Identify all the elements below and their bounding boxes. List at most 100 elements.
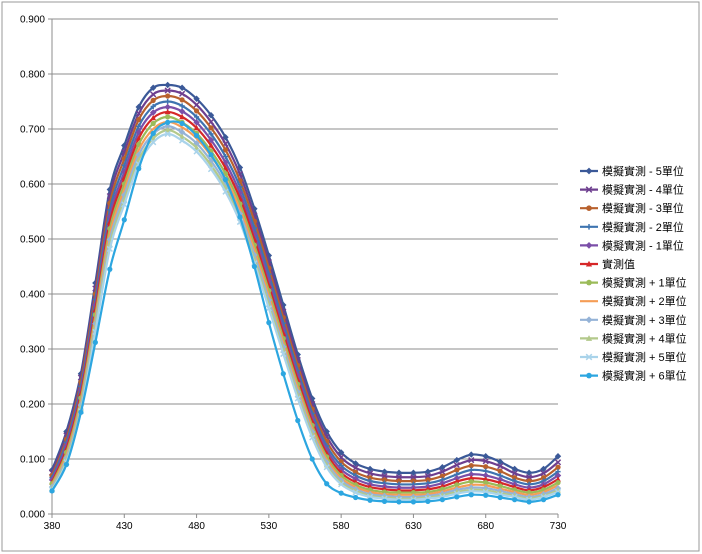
data-point	[193, 108, 200, 114]
marker-stroke	[164, 87, 171, 94]
marker-stroke	[540, 470, 547, 477]
data-point	[424, 468, 432, 475]
marker-stroke	[352, 489, 359, 496]
data-point	[193, 95, 200, 102]
data-point	[121, 217, 127, 223]
data-point	[150, 91, 157, 98]
data-point	[193, 148, 200, 155]
data-point	[193, 119, 200, 126]
data-point	[193, 144, 200, 150]
data-point	[439, 464, 446, 471]
data-point	[526, 478, 532, 484]
data-point	[425, 498, 431, 504]
data-point	[410, 469, 417, 476]
legend-item: 模擬實測 - 5單位	[580, 164, 684, 178]
data-point	[511, 465, 518, 473]
legend-item: 模擬實測 - 4單位	[580, 183, 684, 197]
data-point	[164, 127, 171, 133]
marker-stroke	[121, 201, 128, 208]
data-point	[237, 214, 243, 220]
legend-label: 模擬實測 - 4單位	[602, 183, 684, 197]
data-point	[150, 120, 156, 127]
data-point	[353, 469, 359, 475]
legend-item: 模擬實測 + 5單位	[580, 350, 687, 364]
data-point	[367, 497, 373, 503]
data-point	[164, 108, 171, 115]
data-point	[265, 305, 272, 312]
data-point	[222, 134, 229, 141]
data-point	[150, 114, 157, 121]
data-point	[554, 459, 562, 466]
y-tick-label: 0.300	[20, 345, 45, 356]
data-point	[207, 166, 215, 173]
data-point	[193, 124, 200, 131]
data-point	[540, 470, 547, 477]
data-point	[208, 125, 214, 131]
data-point	[92, 339, 98, 345]
data-point	[439, 473, 445, 479]
marker-stroke	[280, 350, 287, 358]
data-point	[555, 476, 561, 482]
legend-item: 模擬實測 + 1單位	[580, 276, 687, 290]
data-point	[106, 186, 114, 193]
marker-stroke	[585, 186, 593, 193]
legend-marker	[585, 353, 593, 361]
data-point	[540, 465, 547, 473]
data-point	[178, 90, 186, 97]
legend-item: 模擬實測 + 2單位	[580, 294, 687, 308]
series-3	[49, 93, 561, 484]
data-point	[164, 87, 171, 94]
data-point	[468, 471, 475, 478]
legend-item: 模擬實測 - 3單位	[580, 201, 684, 215]
data-point	[482, 458, 489, 465]
marker-stroke	[207, 118, 215, 125]
marker-stroke	[497, 463, 504, 470]
data-point	[512, 497, 518, 503]
y-tick-label: 0.900	[20, 15, 45, 26]
legend-label: 模擬實測 + 6單位	[602, 369, 687, 383]
data-point	[49, 488, 55, 494]
marker-stroke	[381, 472, 388, 480]
data-point	[381, 468, 388, 475]
legend-label: 模擬實測 - 3單位	[602, 201, 684, 215]
data-point	[555, 464, 561, 470]
data-point	[178, 137, 186, 144]
data-point	[453, 475, 460, 482]
data-point	[179, 97, 185, 103]
data-point	[165, 114, 171, 120]
data-point	[468, 492, 474, 498]
data-point	[208, 152, 214, 158]
data-point	[178, 129, 186, 136]
data-point	[338, 490, 344, 496]
data-point	[251, 263, 257, 270]
data-point	[496, 476, 504, 483]
legend-label: 模擬實測 - 2單位	[602, 220, 684, 234]
data-point	[150, 130, 156, 136]
data-point	[193, 101, 200, 108]
data-point	[367, 475, 373, 481]
data-point	[468, 463, 474, 469]
data-point	[353, 494, 359, 501]
data-point	[150, 84, 157, 91]
series-lines	[48, 81, 562, 505]
data-point	[136, 166, 142, 172]
data-point	[222, 153, 229, 160]
data-point	[136, 117, 142, 123]
legend-marker	[585, 186, 593, 193]
y-tick-label: 0.000	[20, 510, 45, 521]
data-point	[294, 395, 301, 402]
data-point	[396, 499, 402, 505]
legend-label: 模擬實測 + 4單位	[602, 331, 687, 345]
marker-stroke	[395, 474, 403, 481]
x-tick-label: 430	[116, 521, 133, 532]
data-point	[78, 409, 84, 415]
data-point	[222, 188, 229, 195]
data-point	[454, 494, 460, 500]
data-point	[135, 103, 142, 111]
marker-stroke	[511, 470, 518, 477]
data-point	[555, 480, 561, 486]
data-point	[454, 467, 460, 473]
data-point	[483, 480, 489, 486]
data-point	[280, 350, 287, 358]
